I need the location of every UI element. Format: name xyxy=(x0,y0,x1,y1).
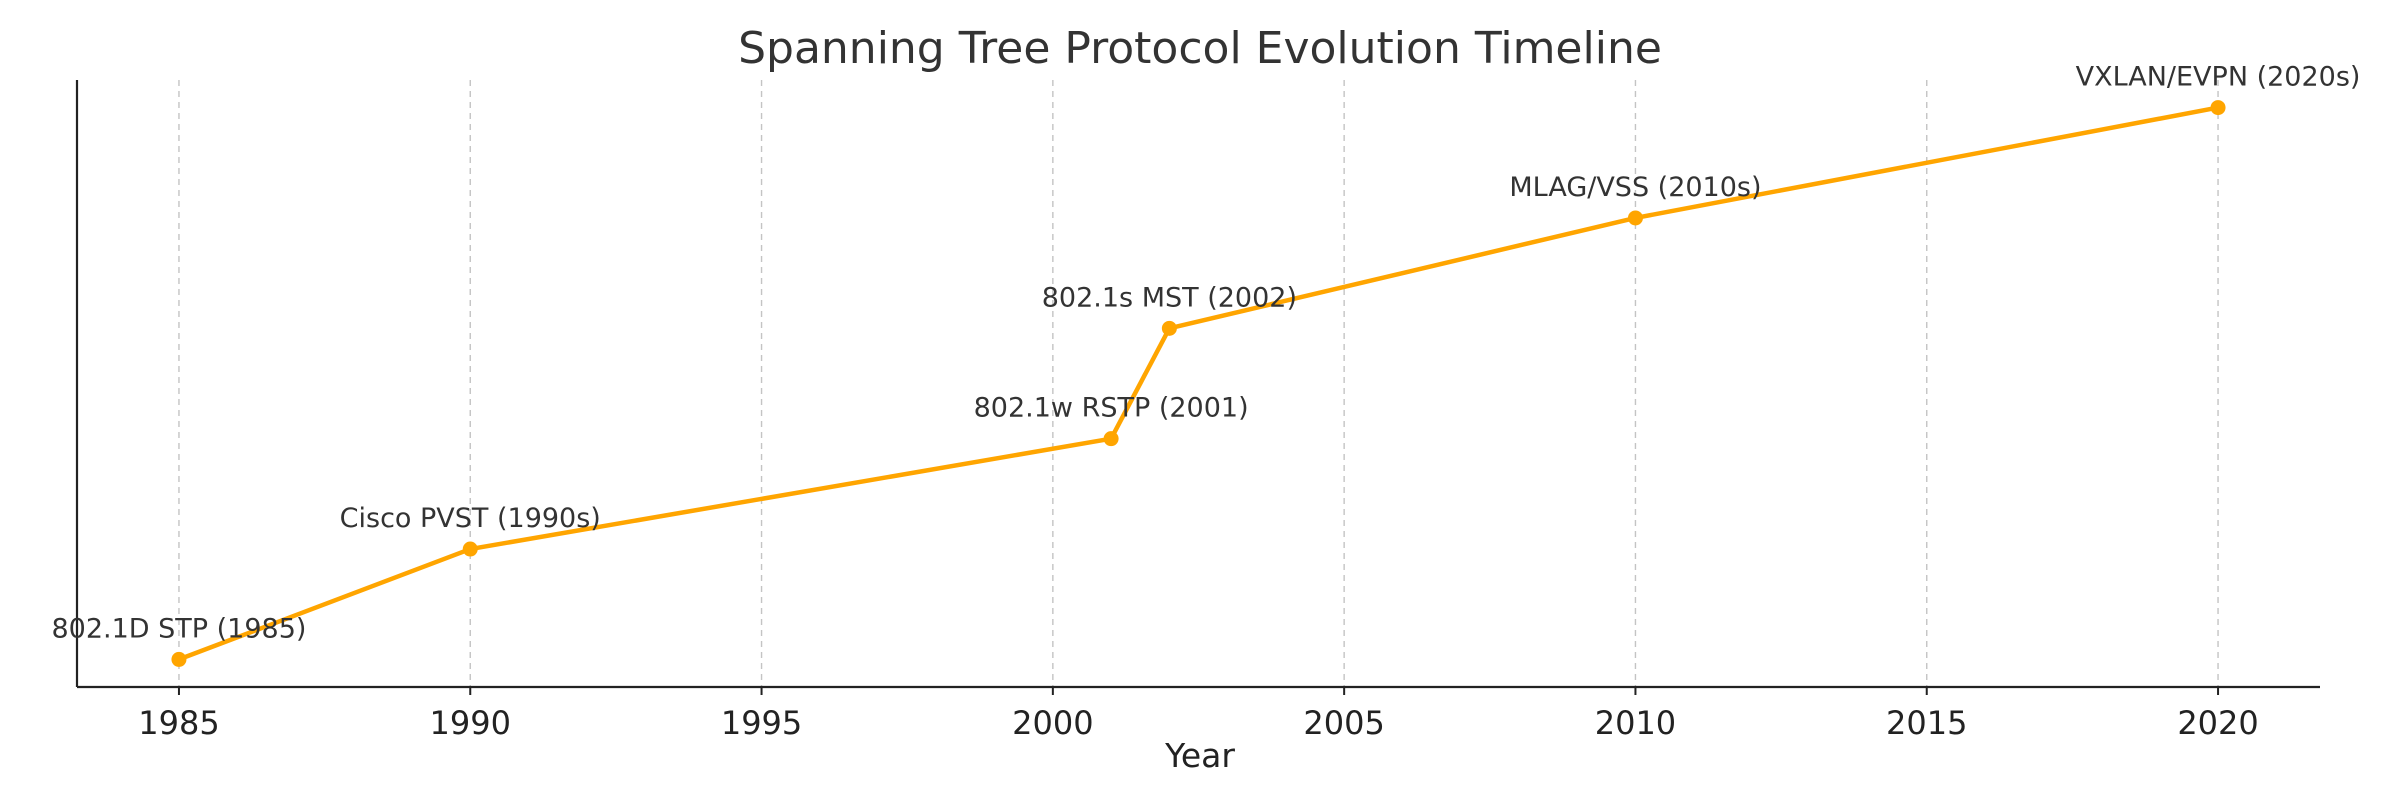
data-label-4: MLAG/VSS (2010s) xyxy=(1509,172,1761,203)
x-tick-label-2020: 2020 xyxy=(2177,704,2258,742)
series-line-0 xyxy=(176,105,2221,662)
axes-layer: 1985 1990 1995 2000 2005 2010 2015 2020 xyxy=(75,80,2320,742)
series-layer xyxy=(171,100,2226,667)
point-labels-layer: 802.1D STP (1985) Cisco PVST (1990s) 802.1… xyxy=(51,62,2360,645)
x-tick-label-1995: 1995 xyxy=(721,704,802,742)
data-label-0: 802.1D STP (1985) xyxy=(51,613,306,644)
chart-title: Spanning Tree Protocol Evolution Timelin… xyxy=(738,23,1662,74)
x-tick-label-2010: 2010 xyxy=(1595,704,1676,742)
x-tick-label-2015: 2015 xyxy=(1886,704,1967,742)
data-point-4 xyxy=(1627,210,1643,226)
data-point-2 xyxy=(1103,431,1119,447)
data-point-0 xyxy=(171,651,187,667)
data-label-2: 802.1w RSTP (2001) xyxy=(974,393,1249,424)
x-tick-label-1985: 1985 xyxy=(138,704,219,742)
data-label-1: Cisco PVST (1990s) xyxy=(340,503,601,534)
x-tick-label-1990: 1990 xyxy=(430,704,511,742)
x-tick-label-2000: 2000 xyxy=(1012,704,1093,742)
x-axis-label: Year xyxy=(1164,736,1235,775)
data-point-1 xyxy=(462,541,478,557)
data-point-5 xyxy=(2210,100,2226,116)
data-label-5: VXLAN/EVPN (2020s) xyxy=(2076,62,2361,93)
grid-layer xyxy=(178,80,2219,687)
x-tick-label-2005: 2005 xyxy=(1303,704,1384,742)
data-point-3 xyxy=(1161,320,1177,336)
data-label-3: 802.1s MST (2002) xyxy=(1042,282,1297,313)
